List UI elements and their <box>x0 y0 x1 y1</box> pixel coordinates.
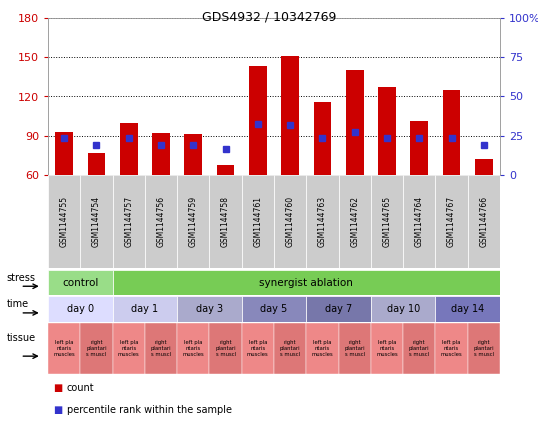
Bar <box>249 66 267 175</box>
Text: right
plantari
s muscl: right plantari s muscl <box>280 341 300 357</box>
Text: GSM1144754: GSM1144754 <box>92 196 101 247</box>
Bar <box>403 323 435 374</box>
Bar <box>403 175 435 268</box>
Bar <box>48 323 80 374</box>
Text: GSM1144764: GSM1144764 <box>415 196 424 247</box>
Text: right
plantari
s muscl: right plantari s muscl <box>473 341 494 357</box>
Text: GSM1144762: GSM1144762 <box>350 196 359 247</box>
Text: GSM1144761: GSM1144761 <box>253 196 263 247</box>
Text: GSM1144767: GSM1144767 <box>447 196 456 247</box>
Bar <box>145 175 177 268</box>
Text: GSM1144757: GSM1144757 <box>124 196 133 247</box>
Bar <box>80 175 112 268</box>
Bar <box>112 175 145 268</box>
Bar <box>112 296 177 322</box>
Bar <box>242 296 306 322</box>
Bar <box>48 175 80 268</box>
Text: GSM1144763: GSM1144763 <box>318 196 327 247</box>
Text: GSM1144765: GSM1144765 <box>383 196 392 247</box>
Text: tissue: tissue <box>7 333 36 343</box>
Bar <box>88 153 105 175</box>
Text: day 14: day 14 <box>451 304 484 314</box>
Bar <box>242 175 274 268</box>
Text: left pla
ntaris
muscles: left pla ntaris muscles <box>312 341 334 357</box>
Text: left pla
ntaris
muscles: left pla ntaris muscles <box>53 341 75 357</box>
Text: synergist ablation: synergist ablation <box>259 277 353 288</box>
Bar <box>410 121 428 175</box>
Text: stress: stress <box>7 272 36 283</box>
Text: day 1: day 1 <box>131 304 158 314</box>
Text: left pla
ntaris
muscles: left pla ntaris muscles <box>182 341 204 357</box>
Bar <box>435 296 500 322</box>
Text: right
plantari
s muscl: right plantari s muscl <box>151 341 171 357</box>
Bar <box>48 296 112 322</box>
Bar <box>112 323 145 374</box>
Bar <box>314 102 331 175</box>
Text: right
plantari
s muscl: right plantari s muscl <box>344 341 365 357</box>
Text: count: count <box>67 383 95 393</box>
Bar <box>281 56 299 175</box>
Bar <box>306 175 338 268</box>
Text: ■: ■ <box>53 383 62 393</box>
Text: control: control <box>62 277 98 288</box>
Bar <box>468 175 500 268</box>
Bar <box>209 175 242 268</box>
Text: percentile rank within the sample: percentile rank within the sample <box>67 404 232 415</box>
Text: day 5: day 5 <box>260 304 288 314</box>
Text: GSM1144758: GSM1144758 <box>221 196 230 247</box>
Text: right
plantari
s muscl: right plantari s muscl <box>409 341 430 357</box>
Bar <box>371 296 435 322</box>
Bar <box>338 175 371 268</box>
Text: left pla
ntaris
muscles: left pla ntaris muscles <box>247 341 269 357</box>
Bar <box>177 323 209 374</box>
Text: right
plantari
s muscl: right plantari s muscl <box>215 341 236 357</box>
Bar <box>274 175 306 268</box>
Bar <box>274 323 306 374</box>
Bar <box>209 323 242 374</box>
Bar <box>177 175 209 268</box>
Text: GDS4932 / 10342769: GDS4932 / 10342769 <box>202 11 336 24</box>
Bar <box>346 70 364 175</box>
Text: left pla
ntaris
muscles: left pla ntaris muscles <box>376 341 398 357</box>
Bar <box>217 165 235 175</box>
Bar <box>435 175 468 268</box>
Text: GSM1144755: GSM1144755 <box>60 196 69 247</box>
Bar <box>120 123 138 175</box>
Bar <box>145 323 177 374</box>
Bar <box>435 323 468 374</box>
Bar <box>475 159 493 175</box>
Bar <box>378 87 396 175</box>
Text: day 10: day 10 <box>386 304 420 314</box>
Bar <box>48 270 112 295</box>
Bar <box>306 323 338 374</box>
Bar <box>242 323 274 374</box>
Text: day 7: day 7 <box>325 304 352 314</box>
Text: right
plantari
s muscl: right plantari s muscl <box>86 341 107 357</box>
Bar <box>371 175 403 268</box>
Bar <box>443 90 461 175</box>
Bar <box>468 323 500 374</box>
Bar <box>338 323 371 374</box>
Text: time: time <box>7 299 29 309</box>
Text: ■: ■ <box>53 404 62 415</box>
Bar <box>185 135 202 175</box>
Text: GSM1144760: GSM1144760 <box>286 196 295 247</box>
Text: day 3: day 3 <box>196 304 223 314</box>
Text: GSM1144766: GSM1144766 <box>479 196 489 247</box>
Bar <box>55 132 73 175</box>
Text: day 0: day 0 <box>67 304 94 314</box>
Bar <box>306 296 371 322</box>
Bar <box>80 323 112 374</box>
Text: left pla
ntaris
muscles: left pla ntaris muscles <box>118 341 139 357</box>
Bar <box>112 270 500 295</box>
Text: GSM1144756: GSM1144756 <box>157 196 166 247</box>
Text: left pla
ntaris
muscles: left pla ntaris muscles <box>441 341 463 357</box>
Text: GSM1144759: GSM1144759 <box>189 196 198 247</box>
Bar <box>152 133 170 175</box>
Bar <box>177 296 242 322</box>
Bar <box>371 323 403 374</box>
